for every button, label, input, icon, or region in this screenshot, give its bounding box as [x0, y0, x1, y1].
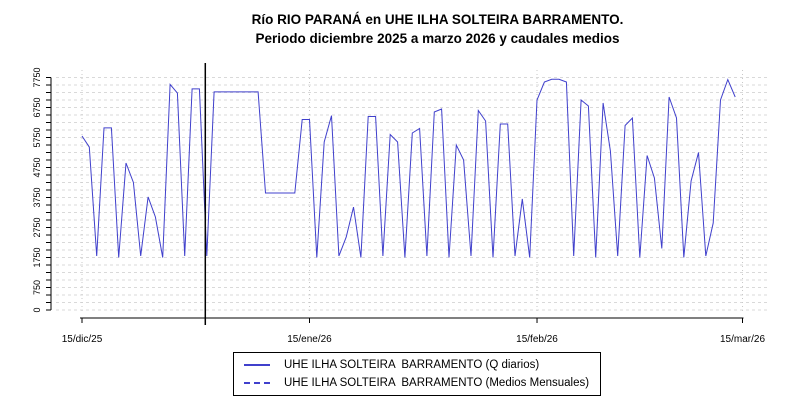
y-axis-tick-label: 2750 — [32, 217, 42, 237]
y-axis-tick-label: 750 — [32, 280, 42, 295]
y-axis-tick-label: 7750 — [32, 67, 42, 87]
legend-label: UHE ILHA SOLTEIRA BARRAMENTO (Q diarios) — [284, 359, 540, 371]
chart-title: Río RIO PARANÁ en UHE ILHA SOLTEIRA BARR… — [75, 10, 800, 48]
y-axis-tick-label: 0 — [32, 307, 42, 312]
y-axis-tick-label: 1750 — [32, 247, 42, 267]
y-axis-tick-label: 6750 — [32, 97, 42, 117]
q-diarios-line — [81, 78, 736, 258]
y-axis-tick-label: 3750 — [32, 187, 42, 207]
y-axis-tick-label: 5750 — [32, 127, 42, 147]
x-axis-tick-label: 15/dic/25 — [62, 334, 103, 345]
x-axis-tick-label: 15/mar/26 — [720, 334, 765, 345]
chart-title-line1: Río RIO PARANÁ en UHE ILHA SOLTEIRA BARR… — [251, 12, 624, 27]
chart-title-line2: Periodo diciembre 2025 a marzo 2026 y ca… — [255, 31, 620, 46]
legend-label: UHE ILHA SOLTEIRA BARRAMENTO (Medios Men… — [284, 377, 590, 389]
x-axis-tick-label: 15/feb/26 — [516, 334, 558, 345]
legend-item-medios-mensuales: UHE ILHA SOLTEIRA BARRAMENTO (Medios Men… — [244, 376, 600, 391]
legend-box: UHE ILHA SOLTEIRA BARRAMENTO (Q diarios)… — [233, 352, 601, 396]
dashed-line-sample — [244, 382, 270, 384]
solid-line-sample — [244, 364, 270, 366]
x-axis-tick-label: 15/ene/26 — [287, 334, 332, 345]
legend-item-q-diarios: UHE ILHA SOLTEIRA BARRAMENTO (Q diarios) — [244, 358, 600, 373]
y-axis-tick-label: 4750 — [32, 157, 42, 177]
